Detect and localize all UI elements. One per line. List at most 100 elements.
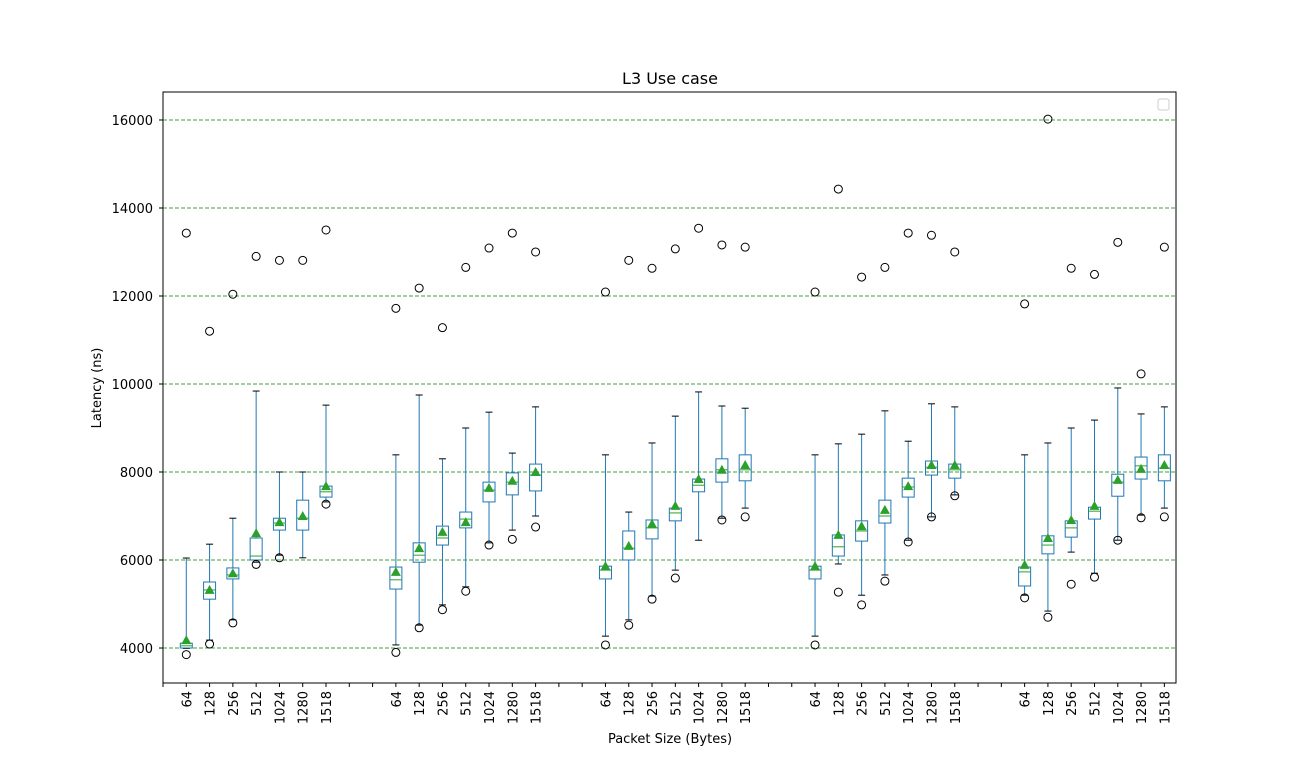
legend-box <box>1157 98 1170 111</box>
outlier <box>181 228 191 238</box>
box <box>412 542 426 563</box>
mean-marker <box>879 504 890 514</box>
x-tick-label: 1280 <box>506 691 521 724</box>
outlier <box>1043 612 1053 622</box>
x-tick-label: 128 <box>623 691 638 716</box>
mean-marker <box>670 500 681 510</box>
y-tick-label: 6000 <box>120 554 153 569</box>
outlier <box>1113 535 1123 545</box>
outlier <box>1159 242 1169 252</box>
outlier <box>810 287 820 297</box>
outlier <box>600 287 610 297</box>
outlier <box>1113 237 1123 247</box>
x-tick-label: 512 <box>1088 691 1103 716</box>
box <box>203 581 217 600</box>
mean-marker <box>856 521 867 531</box>
outlier <box>880 262 890 272</box>
outlier <box>274 553 284 563</box>
box <box>1134 456 1148 480</box>
x-tick-label: 256 <box>436 691 451 716</box>
outlier <box>531 247 541 257</box>
mean-marker <box>693 474 704 484</box>
y-axis-label: Latency (ns) <box>90 348 105 429</box>
outlier <box>950 491 960 501</box>
box <box>1111 473 1125 497</box>
x-tick-label: 64 <box>390 691 405 708</box>
mean-marker <box>530 467 541 477</box>
mean-marker <box>1136 463 1147 473</box>
outlier <box>1043 114 1053 124</box>
x-tick-label: 1280 <box>1135 691 1150 724</box>
outlier <box>880 576 890 586</box>
outlier <box>1136 513 1146 523</box>
outlier <box>205 639 215 649</box>
outlier <box>624 620 634 630</box>
outlier <box>251 559 261 569</box>
x-tick-label: 512 <box>250 691 265 716</box>
y-tick-label: 14000 <box>112 202 153 217</box>
outlier <box>251 251 261 261</box>
mean-marker <box>507 475 518 485</box>
x-tick-label: 512 <box>460 691 475 716</box>
plot-frame <box>162 91 1177 684</box>
box <box>249 537 263 561</box>
mean-marker <box>1112 474 1123 484</box>
y-tick-label: 4000 <box>120 642 153 657</box>
mean-marker <box>390 566 401 576</box>
mean-marker <box>1159 459 1170 469</box>
outlier <box>717 515 727 525</box>
mean-marker <box>1066 514 1077 524</box>
outlier <box>1089 572 1099 582</box>
outlier <box>228 618 238 628</box>
box <box>529 463 543 492</box>
x-tick-label: 64 <box>809 691 824 708</box>
x-tick-label: 1518 <box>949 691 964 724</box>
outlier <box>461 262 471 272</box>
mean-marker <box>414 543 425 553</box>
mean-marker <box>460 517 471 527</box>
outlier <box>903 537 913 547</box>
outlier <box>1089 269 1099 279</box>
mean-marker <box>251 528 262 538</box>
outlier <box>437 605 447 615</box>
outlier <box>600 640 610 650</box>
outlier <box>670 244 680 254</box>
outlier <box>298 255 308 265</box>
x-tick-label: 256 <box>1065 691 1080 716</box>
outlier <box>857 600 867 610</box>
outlier <box>740 242 750 252</box>
outlier <box>694 223 704 233</box>
mean-marker <box>600 561 611 571</box>
x-tick-label: 1280 <box>925 691 940 724</box>
outlier <box>1066 263 1076 273</box>
x-tick-label: 1024 <box>693 691 708 724</box>
box <box>226 567 240 580</box>
outlier <box>391 647 401 657</box>
outlier <box>228 289 238 299</box>
x-tick-label: 64 <box>180 691 195 708</box>
x-tick-label: 1518 <box>530 691 545 724</box>
x-tick-label: 1280 <box>716 691 731 724</box>
box <box>1018 566 1032 587</box>
mean-marker <box>181 635 192 645</box>
box <box>738 454 752 482</box>
x-tick-label: 64 <box>599 691 614 708</box>
outlier <box>1159 512 1169 522</box>
x-tick-label: 64 <box>1019 691 1034 708</box>
x-tick-label: 128 <box>204 691 219 716</box>
outlier <box>414 623 424 633</box>
x-tick-label: 1518 <box>739 691 754 724</box>
mean-marker <box>1019 559 1030 569</box>
outlier <box>414 283 424 293</box>
outlier <box>810 640 820 650</box>
outlier <box>926 512 936 522</box>
x-tick-label: 512 <box>879 691 894 716</box>
box <box>435 525 449 546</box>
outlier <box>624 255 634 265</box>
box <box>622 530 636 561</box>
x-tick-label: 1518 <box>1158 691 1173 724</box>
outlier <box>1066 579 1076 589</box>
x-axis-label: Packet Size (Bytes) <box>608 732 732 747</box>
mean-marker <box>833 529 844 539</box>
